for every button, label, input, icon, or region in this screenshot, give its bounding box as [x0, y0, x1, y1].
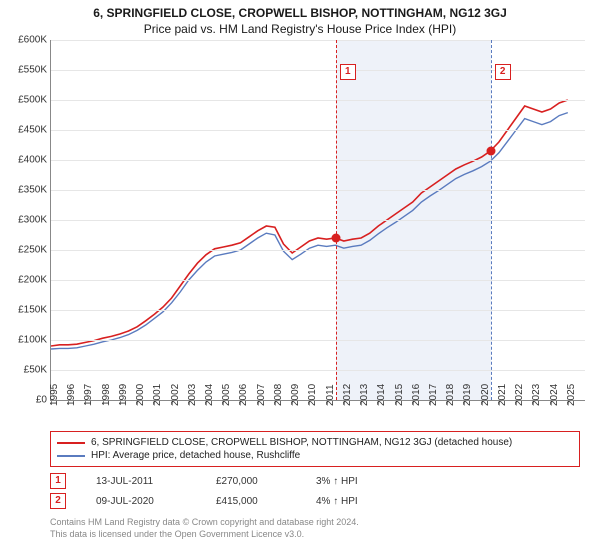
legend-swatch: [57, 442, 85, 444]
x-tick-label: 2008: [273, 384, 284, 406]
legend: 6, SPRINGFIELD CLOSE, CROPWELL BISHOP, N…: [50, 431, 580, 467]
x-tick-label: 2005: [221, 384, 232, 406]
gridline: [51, 160, 585, 161]
footer-line-2: This data is licensed under the Open Gov…: [50, 529, 580, 541]
legend-item: 6, SPRINGFIELD CLOSE, CROPWELL BISHOP, N…: [57, 436, 573, 449]
x-tick-label: 2021: [497, 384, 508, 406]
x-tick-label: 2016: [411, 384, 422, 406]
plot-area: £0£50K£100K£150K£200K£250K£300K£350K£400…: [50, 40, 585, 401]
x-tick-label: 2000: [135, 384, 146, 406]
marker-dot: [486, 147, 495, 156]
legend-swatch: [57, 455, 85, 457]
gridline: [51, 280, 585, 281]
y-tick-label: £200K: [18, 275, 47, 286]
x-tick-label: 2017: [428, 384, 439, 406]
x-tick-label: 2020: [480, 384, 491, 406]
marker-box: 2: [495, 64, 511, 80]
gridline: [51, 100, 585, 101]
y-tick-label: £100K: [18, 335, 47, 346]
x-tick-label: 2012: [342, 384, 353, 406]
chart-container: £0£50K£100K£150K£200K£250K£300K£350K£400…: [50, 40, 585, 401]
sales-table: 1 13-JUL-2011 £270,000 3% ↑ HPI 2 09-JUL-2020…: [50, 471, 580, 511]
sale-index: 1: [50, 473, 66, 489]
x-tick-label: 2009: [290, 384, 301, 406]
x-tick-label: 2002: [170, 384, 181, 406]
marker-box: 1: [340, 64, 356, 80]
x-tick-label: 2013: [359, 384, 370, 406]
gridline: [51, 370, 585, 371]
gridline: [51, 340, 585, 341]
x-tick-label: 2007: [256, 384, 267, 406]
y-tick-label: £450K: [18, 125, 47, 136]
legend-item: HPI: Average price, detached house, Rush…: [57, 449, 573, 462]
x-tick-label: 2014: [376, 384, 387, 406]
marker-line: [491, 40, 492, 400]
x-tick-label: 1995: [49, 384, 60, 406]
x-tick-label: 2003: [187, 384, 198, 406]
marker-dot: [331, 234, 340, 243]
x-tick-label: 2019: [462, 384, 473, 406]
x-tick-label: 2004: [204, 384, 215, 406]
x-tick-label: 2024: [549, 384, 560, 406]
page-subtitle: Price paid vs. HM Land Registry's House …: [0, 20, 600, 40]
x-tick-label: 2023: [531, 384, 542, 406]
x-tick-label: 2006: [238, 384, 249, 406]
y-tick-label: £350K: [18, 185, 47, 196]
footer: Contains HM Land Registry data © Crown c…: [50, 517, 580, 540]
x-tick-label: 1997: [83, 384, 94, 406]
sale-price: £270,000: [216, 476, 286, 487]
legend-label: 6, SPRINGFIELD CLOSE, CROPWELL BISHOP, N…: [91, 437, 512, 448]
gridline: [51, 130, 585, 131]
y-tick-label: £400K: [18, 155, 47, 166]
y-tick-label: £500K: [18, 95, 47, 106]
sale-date: 13-JUL-2011: [96, 476, 186, 487]
sale-date: 09-JUL-2020: [96, 496, 186, 507]
footer-line-1: Contains HM Land Registry data © Crown c…: [50, 517, 580, 529]
x-tick-label: 1998: [101, 384, 112, 406]
x-tick-label: 2022: [514, 384, 525, 406]
y-tick-label: £300K: [18, 215, 47, 226]
y-tick-label: £150K: [18, 305, 47, 316]
x-tick-label: 1999: [118, 384, 129, 406]
page-title: 6, SPRINGFIELD CLOSE, CROPWELL BISHOP, N…: [0, 0, 600, 20]
gridline: [51, 220, 585, 221]
gridline: [51, 40, 585, 41]
sale-delta: 3% ↑ HPI: [316, 476, 358, 487]
x-tick-label: 2001: [152, 384, 163, 406]
y-tick-label: £0: [36, 395, 47, 406]
x-tick-label: 2015: [394, 384, 405, 406]
y-tick-label: £600K: [18, 35, 47, 46]
gridline: [51, 310, 585, 311]
y-tick-label: £250K: [18, 245, 47, 256]
x-tick-label: 2011: [325, 384, 336, 406]
sale-index: 2: [50, 493, 66, 509]
y-tick-label: £550K: [18, 65, 47, 76]
sale-row: 2 09-JUL-2020 £415,000 4% ↑ HPI: [50, 491, 580, 511]
sale-price: £415,000: [216, 496, 286, 507]
marker-line: [336, 40, 337, 400]
x-tick-label: 2025: [566, 384, 577, 406]
x-tick-label: 2010: [307, 384, 318, 406]
sale-delta: 4% ↑ HPI: [316, 496, 358, 507]
sale-row: 1 13-JUL-2011 £270,000 3% ↑ HPI: [50, 471, 580, 491]
x-tick-label: 1996: [66, 384, 77, 406]
gridline: [51, 250, 585, 251]
gridline: [51, 190, 585, 191]
x-tick-label: 2018: [445, 384, 456, 406]
y-tick-label: £50K: [24, 365, 47, 376]
legend-label: HPI: Average price, detached house, Rush…: [91, 450, 300, 461]
